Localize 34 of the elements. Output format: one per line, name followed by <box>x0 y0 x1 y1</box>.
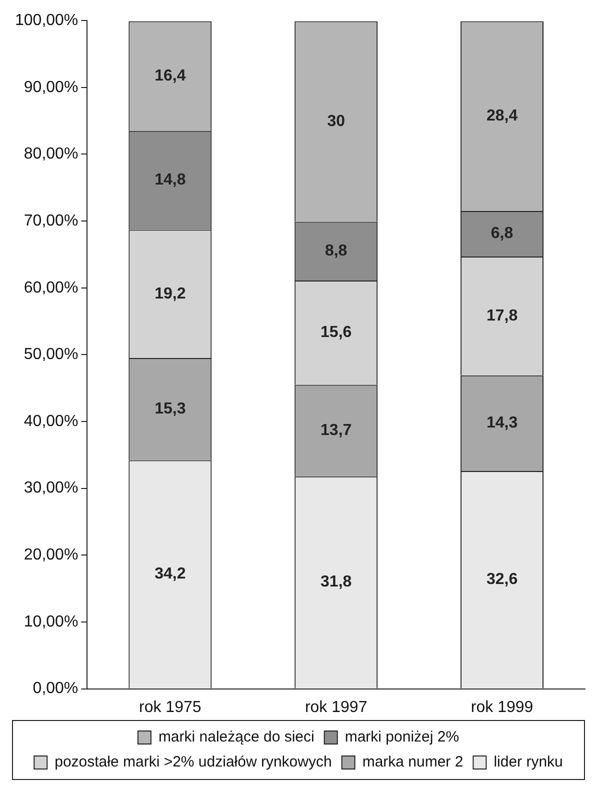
data-label: 30 <box>327 112 346 130</box>
legend-label: lider rynku <box>494 754 563 771</box>
data-label: 6,8 <box>490 225 514 242</box>
y-tick-label: 30,00% <box>24 480 78 497</box>
y-tick-label: 100,00% <box>14 12 78 30</box>
data-label: 13,7 <box>320 422 352 439</box>
y-tick-label: 10,00% <box>24 613 78 630</box>
x-tick-label: rok 1975 <box>139 698 202 716</box>
y-tick-label: 60,00% <box>24 279 78 296</box>
y-tick-label: 80,00% <box>24 146 78 163</box>
y-tick-label: 50,00% <box>24 346 78 364</box>
data-label: 34,2 <box>154 566 186 583</box>
data-label: 16,4 <box>154 67 186 84</box>
legend-label: pozostałe marki >2% udziałów rynkowych <box>54 754 332 771</box>
data-label: 15,6 <box>320 324 352 342</box>
legend-label: marki poniżej 2% <box>344 728 460 746</box>
y-tick-label: 70,00% <box>24 212 78 230</box>
data-label: 28,4 <box>486 108 518 125</box>
data-label: 14,8 <box>154 172 186 189</box>
data-label: 15,3 <box>154 400 186 418</box>
y-tick-label: 40,00% <box>24 412 78 430</box>
data-label: 32,6 <box>486 571 518 588</box>
data-label: 31,8 <box>320 574 352 591</box>
y-tick-label: 90,00% <box>24 78 78 96</box>
y-tick-label: 0,00% <box>32 680 78 698</box>
x-tick-label: rok 1997 <box>304 698 368 716</box>
x-tick-label: rok 1999 <box>470 698 534 716</box>
data-label: 19,2 <box>154 285 186 302</box>
legend-label: marka numer 2 <box>362 754 464 771</box>
data-label: 14,3 <box>486 414 518 432</box>
data-label: 8,8 <box>324 242 348 260</box>
data-label: 17,8 <box>486 307 518 324</box>
y-tick-label: 20,00% <box>24 546 78 564</box>
legend-label: marki należące do sieci <box>158 728 314 746</box>
